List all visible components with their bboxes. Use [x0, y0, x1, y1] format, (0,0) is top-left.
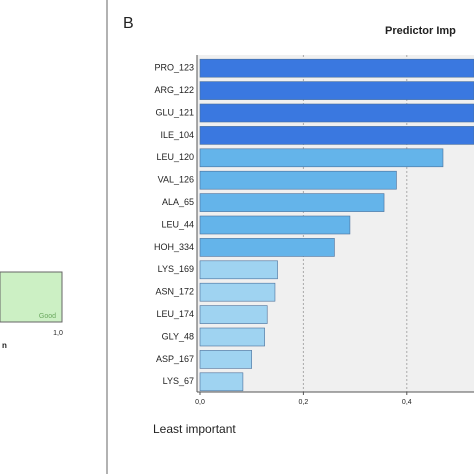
y-tick-label: ASN_172: [155, 287, 194, 297]
x-tick-label: 0,2: [299, 399, 309, 406]
panel-a-box-label: Good: [39, 313, 56, 320]
bar: [199, 260, 278, 280]
y-tick-label: HOH_334: [154, 242, 194, 252]
y-tick-label: GLY_48: [162, 331, 194, 341]
panel-label: B: [123, 15, 134, 32]
y-tick-label: LEU_174: [156, 309, 194, 319]
y-tick-label: PRO_123: [154, 63, 194, 73]
bar: [199, 215, 351, 235]
y-tick-label: LYS_67: [163, 376, 194, 386]
y-tick-label: ARG_122: [154, 85, 194, 95]
bar: [199, 282, 276, 302]
bar: [199, 327, 265, 347]
x-tick-label: 0,4: [402, 399, 412, 406]
y-tick-label: LEU_120: [156, 152, 194, 162]
panel-a-box: [0, 271, 63, 323]
x-tick-label: 0,0: [195, 399, 205, 406]
y-tick-label: ASP_167: [156, 354, 194, 364]
panel-a-tick: 1,0: [53, 330, 63, 337]
y-tick-label: LEU_44: [161, 219, 194, 229]
y-tick-label: LYS_169: [158, 264, 194, 274]
bar: [199, 58, 474, 78]
bar: [199, 81, 474, 100]
bar: [199, 372, 244, 392]
bar: [199, 305, 268, 324]
panel-a-axis-fragment: n: [2, 341, 7, 350]
y-tick-label: ILE_104: [160, 130, 194, 140]
annotation: Least important: [153, 422, 236, 436]
bar: [199, 350, 252, 369]
bar: [199, 126, 474, 145]
bar: [199, 148, 444, 168]
bar: [199, 170, 397, 190]
y-tick-label: VAL_126: [158, 175, 194, 185]
bar: [199, 193, 385, 212]
y-tick-label: ALA_65: [162, 197, 194, 207]
chart-title: Predictor Imp: [385, 25, 456, 37]
bar: [199, 238, 335, 257]
bar: [199, 103, 474, 123]
y-tick-label: GLU_121: [155, 107, 194, 117]
